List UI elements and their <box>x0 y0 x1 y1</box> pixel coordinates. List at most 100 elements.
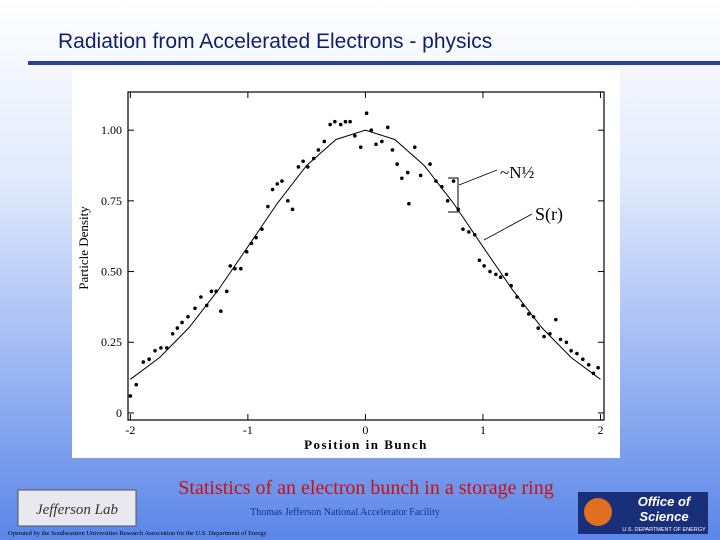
data-point <box>214 289 218 294</box>
data-point <box>301 159 305 164</box>
data-point <box>280 179 284 183</box>
data-point <box>204 303 209 308</box>
fit-curve <box>130 129 601 380</box>
logo-text: Office of <box>638 494 692 509</box>
caption: Statistics of an electron bunch in a sto… <box>178 477 553 499</box>
chart-image <box>72 70 620 458</box>
data-point <box>141 360 146 364</box>
data-point <box>445 199 450 203</box>
data-point <box>306 165 310 169</box>
data-point <box>564 340 569 345</box>
data-point <box>428 162 432 166</box>
data-point <box>461 227 465 231</box>
data-point <box>175 326 180 330</box>
data-point <box>374 142 378 147</box>
data-point <box>193 306 197 311</box>
title-rule <box>28 61 720 65</box>
slide-title: Radiation from Accelerated Electrons - p… <box>58 30 492 53</box>
data-point <box>531 314 536 319</box>
data-point <box>275 182 280 186</box>
error-bracket <box>448 177 459 213</box>
y-tick-label: 0 <box>116 406 122 420</box>
y-tick-label: 0.25 <box>101 335 122 349</box>
data-point <box>542 334 546 339</box>
data-point <box>385 125 390 130</box>
data-point <box>494 272 498 277</box>
data-point <box>147 357 151 362</box>
data-point <box>390 148 395 152</box>
logo-box <box>17 489 137 527</box>
data-point <box>338 122 343 127</box>
x-tick-label: 0 <box>362 423 368 437</box>
data-point <box>164 346 169 350</box>
data-point <box>328 122 332 127</box>
data-point <box>596 365 600 370</box>
data-point <box>186 314 190 319</box>
data-point <box>412 145 417 149</box>
data-point <box>395 162 399 166</box>
data-point <box>316 148 321 152</box>
data-point <box>180 320 184 325</box>
data-point <box>581 357 585 362</box>
data-point <box>159 346 163 350</box>
x-tick-label: -1 <box>243 423 253 437</box>
data-point <box>575 351 579 356</box>
data-point <box>591 371 596 376</box>
data-point <box>296 165 301 169</box>
data-point <box>482 264 486 268</box>
data-point <box>405 170 410 175</box>
data-point <box>369 128 374 132</box>
data-point <box>219 309 223 313</box>
y-tick-label: 1.00 <box>101 123 122 137</box>
data-point <box>498 275 503 280</box>
data-point <box>353 134 357 138</box>
data-point <box>569 348 573 353</box>
data-point <box>270 187 275 192</box>
data-point <box>239 266 243 271</box>
data-point <box>333 119 337 124</box>
data-point <box>477 258 482 263</box>
logo-emblem <box>584 498 612 526</box>
data-point <box>504 272 509 277</box>
footer-center: Thomas Jefferson National Accelerator Fa… <box>250 507 440 518</box>
y-axis-label: Particle Density <box>76 206 91 290</box>
data-point <box>440 184 444 189</box>
data-point <box>134 382 139 387</box>
logo-text: Science <box>639 509 688 524</box>
data-point <box>254 235 258 240</box>
data-point <box>418 173 423 178</box>
data-point <box>380 139 384 144</box>
data-point <box>536 326 540 330</box>
plot-frame <box>127 91 605 421</box>
data-point <box>407 201 411 206</box>
data-point <box>128 394 133 398</box>
data-point <box>153 348 157 353</box>
data-point <box>558 337 563 342</box>
x-tick-label: -2 <box>125 423 135 437</box>
data-point <box>233 266 237 271</box>
data-point <box>434 179 438 183</box>
data-point <box>364 111 369 116</box>
logo-text: U.S. DEPARTMENT OF ENERGY <box>622 527 706 533</box>
leader-line <box>483 213 533 241</box>
data-point <box>260 227 264 231</box>
data-point <box>228 264 233 268</box>
logo-text: Jefferson Lab <box>36 502 119 518</box>
data-point <box>170 331 175 336</box>
data-point <box>467 230 471 234</box>
doe-logo: Office of Science U.S. DEPARTMENT OF ENE… <box>578 492 708 534</box>
data-point <box>526 312 531 316</box>
annotation: ~N½ <box>500 163 534 182</box>
x-tick-label: 2 <box>597 423 603 437</box>
data-point <box>224 289 229 294</box>
data-point <box>509 283 513 288</box>
jlab-logo: Jefferson Lab <box>17 489 137 527</box>
data-point <box>290 207 295 212</box>
data-point <box>521 303 525 308</box>
data-point <box>322 139 327 144</box>
data-point <box>488 269 492 274</box>
plot: 0 0.25 0.50 0.75 1.00 -2 -1 0 1 2 <box>101 92 604 437</box>
data-point <box>548 331 552 336</box>
y-tick-label: 0.50 <box>101 265 122 279</box>
data-point <box>451 179 456 183</box>
